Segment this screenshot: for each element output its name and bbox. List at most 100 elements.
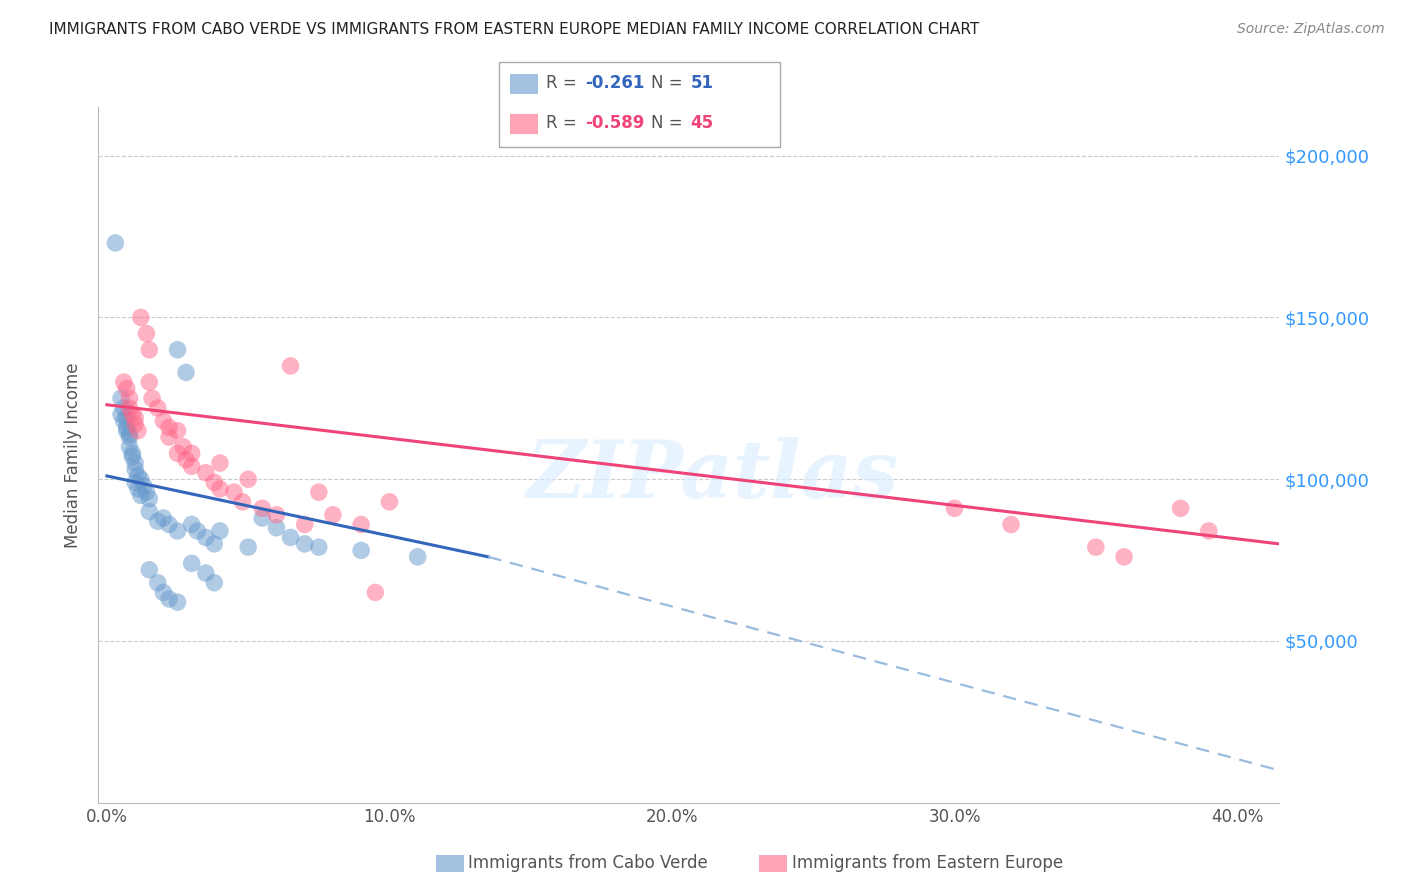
Point: [152, 414, 174, 428]
Point: [118, 426, 141, 441]
Point: [202, 475, 225, 490]
Point: [157, 591, 180, 606]
Point: [294, 517, 316, 532]
Point: [115, 420, 138, 434]
Point: [252, 511, 274, 525]
Point: [378, 495, 401, 509]
Text: -0.589: -0.589: [585, 114, 644, 132]
Point: [202, 575, 225, 590]
Point: [157, 517, 180, 532]
Point: [222, 485, 245, 500]
Point: [308, 485, 330, 500]
Text: Immigrants from Eastern Europe: Immigrants from Eastern Europe: [792, 855, 1063, 872]
Point: [1198, 524, 1220, 538]
Point: [231, 495, 253, 509]
Point: [350, 543, 373, 558]
Point: [166, 446, 188, 460]
Point: [180, 557, 202, 571]
Point: [127, 482, 149, 496]
Point: [194, 566, 217, 580]
Point: [180, 446, 202, 460]
Point: [146, 514, 169, 528]
Point: [138, 375, 160, 389]
Text: -0.261: -0.261: [585, 74, 644, 92]
Text: R =: R =: [546, 114, 582, 132]
Point: [118, 440, 141, 454]
Point: [135, 326, 157, 341]
Point: [194, 531, 217, 545]
Point: [115, 382, 138, 396]
Point: [124, 417, 146, 432]
Point: [104, 235, 127, 250]
Y-axis label: Median Family Income: Median Family Income: [65, 362, 83, 548]
Point: [364, 585, 387, 599]
Point: [152, 585, 174, 599]
Point: [138, 504, 160, 518]
Point: [1112, 549, 1135, 564]
Point: [208, 482, 231, 496]
Point: [118, 401, 141, 415]
Point: [194, 466, 217, 480]
Point: [266, 508, 288, 522]
Point: [146, 401, 169, 415]
Text: IMMIGRANTS FROM CABO VERDE VS IMMIGRANTS FROM EASTERN EUROPE MEDIAN FAMILY INCOM: IMMIGRANTS FROM CABO VERDE VS IMMIGRANTS…: [49, 22, 980, 37]
Text: N =: N =: [651, 74, 688, 92]
Point: [280, 359, 302, 373]
Point: [174, 365, 197, 379]
Point: [129, 472, 152, 486]
Point: [115, 410, 138, 425]
Text: Source: ZipAtlas.com: Source: ZipAtlas.com: [1237, 22, 1385, 37]
Point: [127, 424, 149, 438]
Point: [138, 563, 160, 577]
Point: [202, 537, 225, 551]
Point: [157, 430, 180, 444]
Point: [252, 501, 274, 516]
Point: [166, 424, 188, 438]
Point: [943, 501, 966, 516]
Point: [124, 456, 146, 470]
Point: [1084, 540, 1107, 554]
Point: [172, 440, 194, 454]
Point: [121, 450, 143, 464]
Point: [174, 452, 197, 467]
Point: [350, 517, 373, 532]
Point: [110, 408, 132, 422]
Point: [186, 524, 208, 538]
Text: 51: 51: [690, 74, 713, 92]
Point: [322, 508, 344, 522]
Point: [124, 410, 146, 425]
Point: [118, 392, 141, 406]
Text: Immigrants from Cabo Verde: Immigrants from Cabo Verde: [468, 855, 709, 872]
Point: [127, 469, 149, 483]
Point: [138, 491, 160, 506]
Text: R =: R =: [546, 74, 582, 92]
Point: [238, 472, 260, 486]
Point: [266, 521, 288, 535]
Point: [121, 446, 143, 460]
Point: [166, 524, 188, 538]
Point: [1170, 501, 1192, 516]
Point: [208, 456, 231, 470]
Point: [294, 537, 316, 551]
Point: [129, 310, 152, 325]
Point: [166, 343, 188, 357]
Point: [1000, 517, 1022, 532]
Point: [280, 531, 302, 545]
Point: [138, 343, 160, 357]
Point: [112, 401, 135, 415]
Point: [132, 478, 155, 492]
Text: ZIPatlas: ZIPatlas: [526, 437, 898, 515]
Point: [124, 475, 146, 490]
Point: [141, 392, 163, 406]
Point: [180, 517, 202, 532]
Point: [118, 430, 141, 444]
Point: [157, 420, 180, 434]
Point: [208, 524, 231, 538]
Point: [166, 595, 188, 609]
Point: [124, 462, 146, 476]
Point: [129, 488, 152, 502]
Point: [238, 540, 260, 554]
Point: [121, 408, 143, 422]
Point: [115, 424, 138, 438]
Point: [110, 392, 132, 406]
